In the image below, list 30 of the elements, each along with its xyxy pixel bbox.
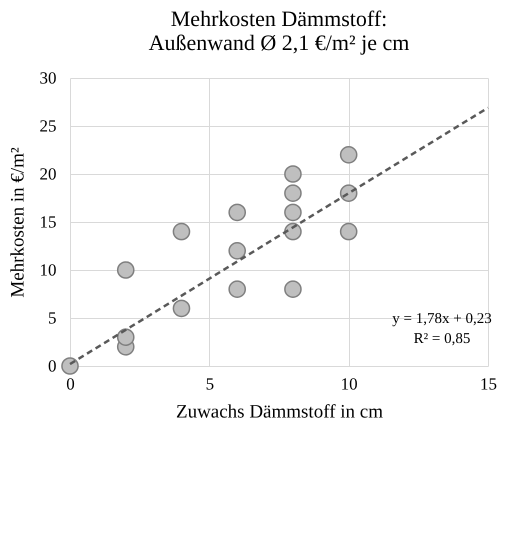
point xyxy=(228,242,246,260)
point xyxy=(228,204,246,222)
y-axis-title: Mehrkosten in €/m² xyxy=(8,147,28,298)
point xyxy=(284,184,302,202)
point xyxy=(340,222,358,240)
point xyxy=(116,328,135,346)
x-axis-title: Zuwachs Dämmstoff in cm xyxy=(176,402,384,422)
point xyxy=(228,280,246,298)
x-tick-label: 0 xyxy=(66,374,75,394)
x-tick-label: 5 xyxy=(206,374,214,394)
x-tick-label: 10 xyxy=(340,374,358,394)
y-tick-label: 30 xyxy=(40,68,56,88)
y-tick-label: 10 xyxy=(40,260,56,280)
annotation: R² = 0,85 xyxy=(414,331,470,347)
chart-title: Mehrkosten Dämmstoff: Außenwand Ø 2,1 €/m² je cm xyxy=(148,6,410,55)
point xyxy=(61,357,79,375)
y-tick-label: 20 xyxy=(40,164,56,184)
point xyxy=(284,280,302,298)
point xyxy=(340,146,358,164)
point xyxy=(172,300,190,318)
y-tick-label: 5 xyxy=(48,308,56,328)
y-tick-label: 15 xyxy=(40,212,56,232)
y-tick-label: 25 xyxy=(40,116,56,136)
point xyxy=(284,165,302,183)
point xyxy=(172,222,190,240)
y-tick-label: 0 xyxy=(48,356,56,376)
point xyxy=(116,261,135,279)
x-tick-label: 15 xyxy=(480,374,497,394)
point xyxy=(284,204,302,222)
annotation: y = 1,78x + 0,23 xyxy=(392,311,492,327)
